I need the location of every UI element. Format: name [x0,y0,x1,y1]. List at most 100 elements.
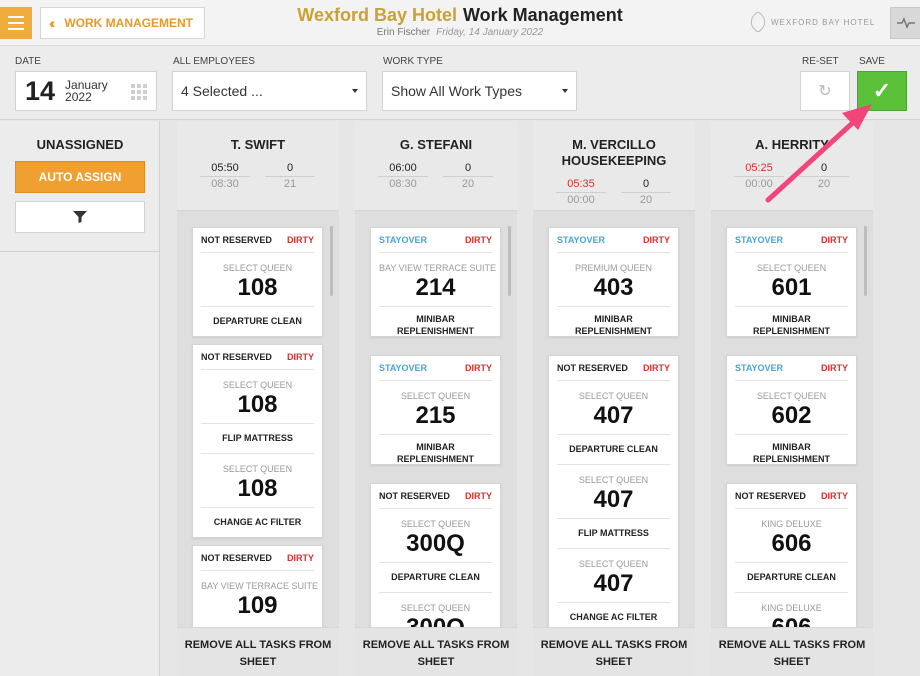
room-card[interactable]: NOT RESERVED DIRTY SELECT QUEEN 300Q DEP… [370,483,501,627]
room-number: 606 [771,530,812,557]
divider [557,602,670,603]
reset-button[interactable]: ↻ [800,71,850,111]
room-card[interactable]: NOT RESERVED DIRTY BAY VIEW TERRACE SUIT… [192,545,323,627]
task-item[interactable]: SELECT QUEEN 407 FLIP MATTRESS [557,464,670,548]
count-stat: 0 20 [621,177,671,208]
room-number: 602 [771,402,812,429]
room-type: SELECT QUEEN [400,603,471,613]
room-number: 601 [771,274,812,301]
task-item[interactable]: SELECT QUEEN 602 MINIBAR REPLENISHMENT [735,380,848,464]
auto-assign-button[interactable]: AUTO ASSIGN [15,161,145,193]
room-number: 403 [593,274,634,301]
task-item[interactable]: SELECT QUEEN 108 FLIP MATTRESS [201,369,314,453]
room-card[interactable]: STAYOVER DIRTY BAY VIEW TERRACE SUITE 21… [370,227,501,337]
filter-funnel-icon [73,211,87,223]
count-stat-top: 0 [799,161,849,177]
room-card[interactable]: STAYOVER DIRTY PREMIUM QUEEN 403 MINIBAR… [548,227,679,337]
employee-column: A. HERRITY 05:25 00:00 0 20 STAYOVER DIR… [711,121,873,676]
room-state: DIRTY [287,352,314,362]
page-title: Work Management [463,5,623,25]
reservation-status: STAYOVER [379,235,428,245]
task-item[interactable]: SELECT QUEEN 108 DEPARTURE CLEAN [201,252,314,336]
date-picker[interactable]: 14 January 2022 [15,71,157,111]
count-stat-bottom: 21 [283,178,297,190]
task-item[interactable]: SELECT QUEEN 108 CHANGE AC FILTER [201,453,314,537]
room-card[interactable]: STAYOVER DIRTY SELECT QUEEN 602 MINIBAR … [726,355,857,465]
top-header: ‹‹ WORK MANAGEMENT Wexford Bay Hotel Work… [0,0,920,46]
room-type: BAY VIEW TERRACE SUITE [379,263,497,273]
room-type: PREMIUM QUEEN [574,263,652,273]
remove-all-tasks-button[interactable]: REMOVE ALL TASKS FROM SHEET [711,627,873,676]
task-item[interactable]: SELECT QUEEN 215 MINIBAR REPLENISHMENT [379,380,492,464]
hamburger-menu-icon[interactable] [0,7,32,39]
reservation-status: NOT RESERVED [557,363,628,373]
task-name: CHANGE AC FILTER [213,517,302,527]
page-title-block: Wexford Bay Hotel Work Management Erin Fi… [260,5,660,38]
remove-all-tasks-button[interactable]: REMOVE ALL TASKS FROM SHEET [533,627,695,676]
room-number: 215 [415,402,456,429]
task-name: FLIP MATTRESS [578,528,649,538]
date-day: 14 [25,75,56,106]
employees-select[interactable]: 4 Selected ... [172,71,367,111]
task-item[interactable]: BAY VIEW TERRACE SUITE 109 [201,570,318,627]
task-item[interactable]: PREMIUM QUEEN 403 MINIBAR REPLENISHMENT [557,252,670,336]
room-card[interactable]: STAYOVER DIRTY SELECT QUEEN 601 MINIBAR … [726,227,857,337]
pulse-icon[interactable] [890,7,920,39]
employee-column: T. SWIFT 05:50 08:30 0 21 NOT RESERVED D… [177,121,339,676]
task-item[interactable]: KING DELUXE 606 [735,592,848,627]
employee-name: G. STEFANI [399,137,473,152]
leaf-logo-icon [746,10,770,34]
room-card-header: NOT RESERVED DIRTY [549,356,678,380]
room-card[interactable]: STAYOVER DIRTY SELECT QUEEN 215 MINIBAR … [370,355,501,465]
divider [201,507,314,508]
task-item[interactable]: SELECT QUEEN 407 CHANGE AC FILTER [557,548,670,627]
unassigned-panel: UNASSIGNED AUTO ASSIGN [0,121,160,676]
task-item[interactable]: SELECT QUEEN 300Q [379,592,492,627]
scrollbar[interactable] [330,226,333,296]
room-number: 300Q [406,530,465,557]
work-type-label: WORK TYPE [383,56,443,67]
room-type: KING DELUXE [761,519,822,529]
room-card[interactable]: NOT RESERVED DIRTY KING DELUXE 606 DEPAR… [726,483,857,627]
date-year: 2022 [65,90,92,104]
reservation-status: STAYOVER [557,235,606,245]
task-name: FLIP MATTRESS [222,433,293,443]
scrollbar[interactable] [508,226,511,296]
back-to-work-management-button[interactable]: ‹‹ WORK MANAGEMENT [40,7,205,39]
save-button[interactable]: ✓ [857,71,907,111]
date-label: DATE [15,56,41,67]
time-stat: 05:25 00:00 [734,161,784,192]
room-number: 108 [237,475,278,502]
filter-button[interactable] [15,201,145,233]
room-card[interactable]: NOT RESERVED DIRTY SELECT QUEEN 108 DEPA… [192,227,323,337]
back-button-label: WORK MANAGEMENT [64,16,193,30]
task-item[interactable]: KING DELUXE 606 DEPARTURE CLEAN [735,508,848,592]
room-type: KING DELUXE [761,603,822,613]
save-label: SAVE [859,56,885,67]
room-card[interactable]: NOT RESERVED DIRTY SELECT QUEEN 108 FLIP… [192,344,323,538]
task-item[interactable]: BAY VIEW TERRACE SUITE 214 MINIBAR REPLE… [379,252,497,336]
scrollbar[interactable] [864,226,867,296]
caret-down-icon [562,89,568,93]
room-number: 108 [237,274,278,301]
count-stat-top: 0 [621,177,671,193]
remove-all-tasks-button[interactable]: REMOVE ALL TASKS FROM SHEET [355,627,517,676]
time-stat: 06:00 08:30 [378,161,428,192]
double-chevron-left-icon: ‹‹ [49,15,56,31]
task-item[interactable]: SELECT QUEEN 407 DEPARTURE CLEAN [557,380,670,464]
room-type: SELECT QUEEN [400,391,471,401]
count-stat-top: 0 [265,161,315,177]
brand-text: WEXFORD BAY HOTEL [771,17,876,27]
task-item[interactable]: SELECT QUEEN 300Q DEPARTURE CLEAN [379,508,492,592]
room-card[interactable]: NOT RESERVED DIRTY SELECT QUEEN 407 DEPA… [548,355,679,627]
task-item[interactable]: SELECT QUEEN 601 MINIBAR REPLENISHMENT [735,252,848,336]
room-type: SELECT QUEEN [222,464,293,474]
remove-all-tasks-button[interactable]: REMOVE ALL TASKS FROM SHEET [177,627,339,676]
time-stat-top: 05:35 [556,177,606,193]
divider [557,518,670,519]
employee-column: M. VERCILLO HOUSEKEEPING 05:35 00:00 0 2… [533,121,695,676]
room-card-header: NOT RESERVED DIRTY [193,228,322,252]
employee-column-header: T. SWIFT 05:50 08:30 0 21 [177,121,339,211]
room-type: SELECT QUEEN [578,475,649,485]
work-type-select[interactable]: Show All Work Types [382,71,577,111]
